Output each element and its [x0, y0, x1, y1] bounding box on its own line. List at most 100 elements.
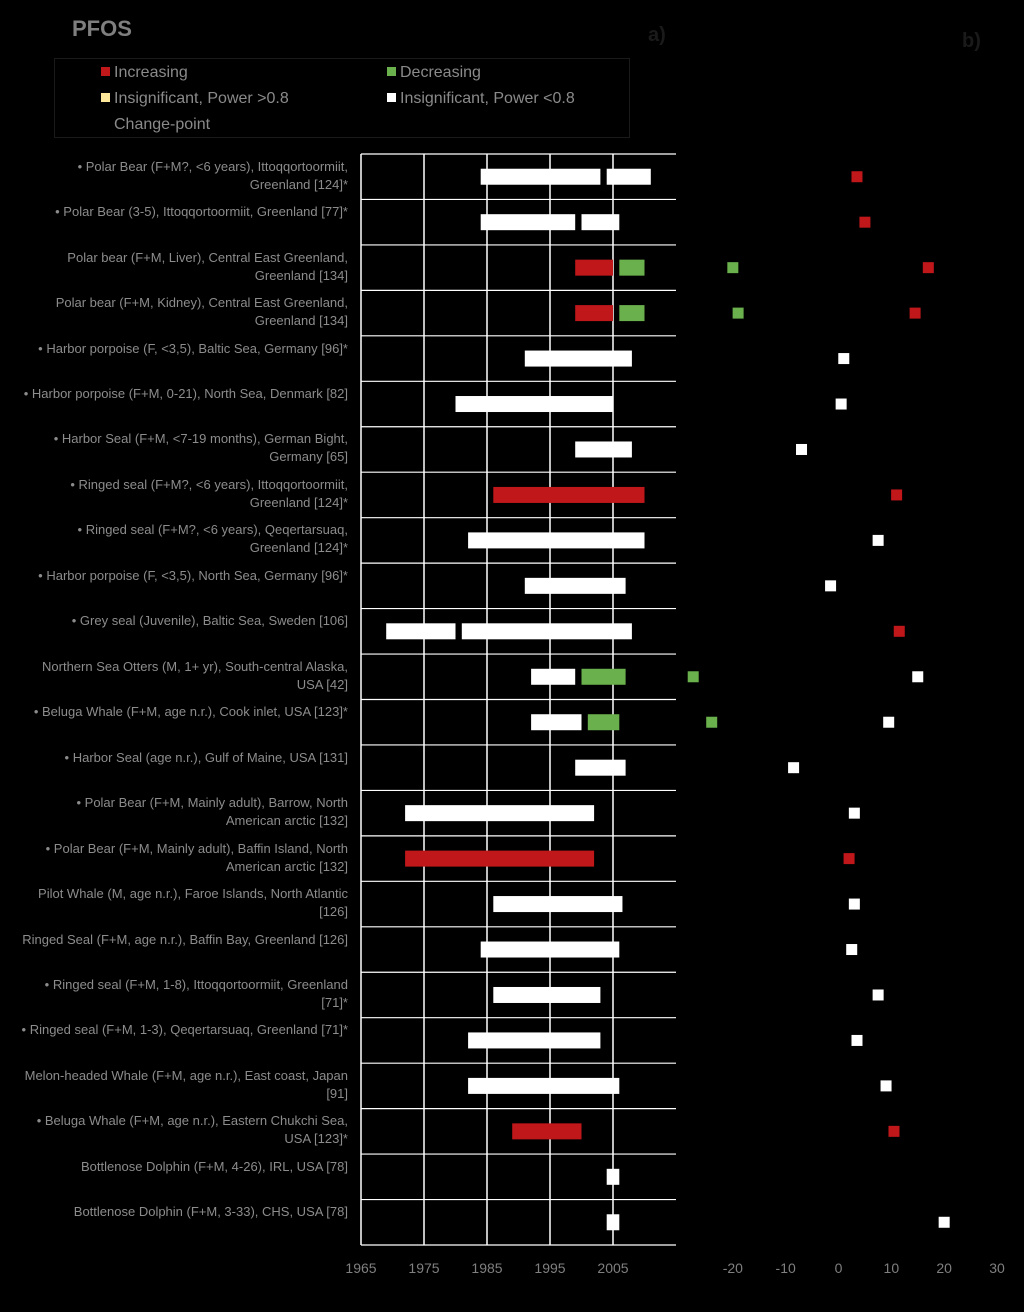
- row-label: • Harbor porpoise (F, <3,5), North Sea, …: [38, 567, 348, 583]
- panel-label-a: a): [648, 24, 666, 46]
- trend-point: [848, 807, 860, 819]
- legend-label-insignificant-low-power: Insignificant, Power <0.8: [400, 90, 575, 107]
- timeline-bar: [480, 214, 576, 231]
- trend-point: [788, 762, 800, 774]
- legend-item-insignificant-low-power: Insignificant, Power <0.8: [387, 90, 575, 108]
- trend-point: [859, 216, 871, 228]
- timeline-bar: [619, 305, 645, 322]
- timeline-bar: [493, 986, 601, 1003]
- timeline-bar: [468, 1032, 601, 1049]
- x-tick-label-b: -20: [723, 1260, 743, 1276]
- legend: Increasing Decreasing Insignificant, Pow…: [54, 58, 630, 138]
- legend-item-decreasing: Decreasing: [387, 64, 481, 82]
- row-label: • Beluga Whale (F+M, age n.r.), Cook inl…: [33, 704, 348, 720]
- x-tick-label-a: 1995: [534, 1260, 565, 1276]
- trend-point: [727, 262, 739, 274]
- legend-swatch-insignificant-high-power: [101, 93, 110, 102]
- row-label: • Polar Bear (F+M?, <6 years), Ittoqqort…: [77, 158, 348, 192]
- row-label: Ringed Seal (F+M, age n.r.), Baffin Bay,…: [22, 931, 348, 947]
- trend-point: [846, 944, 858, 956]
- trend-point: [938, 1216, 950, 1228]
- trend-point: [883, 716, 895, 728]
- timeline-bar: [468, 532, 645, 549]
- legend-label-insignificant-high-power: Insignificant, Power >0.8: [114, 90, 289, 107]
- legend-label-increasing: Increasing: [114, 64, 188, 81]
- legend-label-change-point: Change-point: [114, 116, 211, 133]
- row-label: • Harbor porpoise (F, <3,5), Baltic Sea,…: [38, 340, 348, 356]
- timeline-bar: [493, 486, 645, 503]
- timeline-bar: [405, 805, 595, 822]
- x-tick-label-b: 30: [989, 1260, 1005, 1276]
- chart-title: PFOS: [72, 16, 132, 41]
- legend-swatch-change-point: [101, 119, 110, 128]
- trend-point: [825, 580, 837, 592]
- legend-swatch-decreasing: [387, 67, 396, 76]
- row-label: Polar bear (F+M, Kidney), Central East G…: [55, 295, 348, 329]
- row-label: Pilot Whale (M, age n.r.), Faroe Islands…: [38, 886, 348, 920]
- row-label: • Polar Bear (F+M, Mainly adult), Baffin…: [45, 840, 348, 874]
- trend-point: [732, 307, 744, 319]
- timeline-bar: [581, 214, 620, 231]
- row-label: • Ringed seal (F+M?, <6 years), Ittoqqor…: [70, 476, 348, 510]
- timeline-bar: [531, 668, 576, 685]
- legend-swatch-insignificant-low-power: [387, 93, 396, 102]
- row-label: Melon-headed Whale (F+M, age n.r.), East…: [24, 1067, 348, 1101]
- trend-point: [838, 353, 850, 365]
- trend-point: [893, 625, 905, 637]
- row-label: • Harbor Seal (F+M, <7-19 months), Germa…: [53, 431, 348, 465]
- trend-point: [851, 1034, 863, 1046]
- timeline-bar: [524, 577, 626, 594]
- trend-point: [848, 898, 860, 910]
- timeline-bar: [480, 941, 620, 958]
- row-label: Bottlenose Dolphin (F+M, 3-33), CHS, USA…: [73, 1204, 348, 1220]
- trend-point: [891, 489, 903, 501]
- x-tick-label-b: 10: [884, 1260, 900, 1276]
- timeline-bar: [575, 441, 632, 458]
- x-tick-label-b: -10: [776, 1260, 796, 1276]
- timeline-bar: [606, 168, 651, 185]
- trend-point: [851, 171, 863, 183]
- x-tick-label-a: 1985: [471, 1260, 502, 1276]
- trend-point: [912, 671, 924, 683]
- timeline-bar: [386, 623, 456, 640]
- panel-label-b: b): [962, 30, 981, 52]
- row-label: • Ringed seal (F+M, 1-3), Qeqertarsuaq, …: [21, 1022, 348, 1038]
- timeline-bar: [512, 1123, 582, 1140]
- row-label: • Beluga Whale (F+M, age n.r.), Eastern …: [36, 1113, 348, 1147]
- trend-point: [909, 307, 921, 319]
- trend-point: [922, 262, 934, 274]
- trend-point: [843, 853, 855, 865]
- x-tick-label-a: 2005: [597, 1260, 628, 1276]
- timeline-bar: [480, 168, 601, 185]
- timeline-bar: [606, 1214, 620, 1231]
- x-tick-label-a: 1965: [345, 1260, 376, 1276]
- timeline-bar: [493, 896, 623, 913]
- row-label: • Ringed seal (F+M, 1-8), Ittoqqortoormi…: [44, 976, 348, 1010]
- timeline-bar: [575, 259, 613, 276]
- legend-item-change-point: Change-point: [101, 116, 210, 134]
- x-tick-label-a: 1975: [408, 1260, 439, 1276]
- trend-point: [687, 671, 699, 683]
- trend-point: [872, 534, 884, 546]
- legend-label-decreasing: Decreasing: [400, 64, 481, 81]
- timeline-bar: [575, 305, 613, 322]
- timeline-bar: [587, 714, 620, 731]
- timeline-bar: [455, 396, 613, 413]
- legend-item-insignificant-high-power: Insignificant, Power >0.8: [101, 90, 289, 108]
- row-label: Bottlenose Dolphin (F+M, 4-26), IRL, USA…: [81, 1158, 348, 1174]
- trend-point: [880, 1080, 892, 1092]
- x-tick-label-b: 20: [936, 1260, 952, 1276]
- timeline-bar: [461, 623, 632, 640]
- timeline-bar: [575, 759, 626, 776]
- timeline-bar: [524, 350, 632, 367]
- trend-point: [706, 716, 718, 728]
- x-tick-label-b: 0: [835, 1260, 843, 1276]
- timeline-bar: [619, 259, 645, 276]
- timeline-bar: [581, 668, 626, 685]
- trend-point: [888, 1125, 900, 1137]
- trend-point: [835, 398, 847, 410]
- trend-point: [872, 989, 884, 1001]
- timeline-bar: [531, 714, 582, 731]
